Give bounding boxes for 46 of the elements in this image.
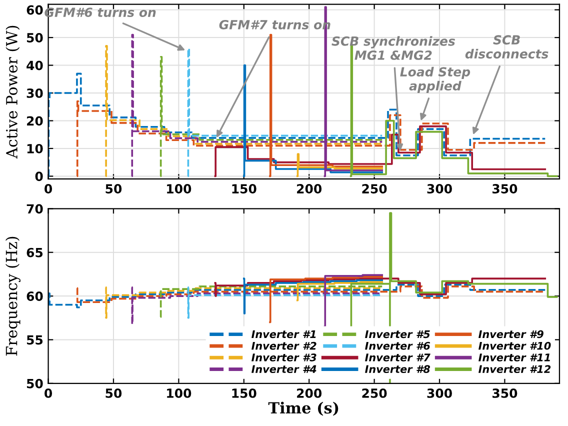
legend-label: Inverter #7: [365, 354, 430, 362]
legend-label: Inverter #8: [365, 365, 430, 374]
legend-label: Inverter #11: [478, 354, 550, 362]
y-tick-label: 60: [26, 292, 43, 301]
y-tick-label: 50: [26, 378, 43, 388]
legend-label: Inverter #2: [252, 342, 316, 350]
legend-label: Inverter #10: [478, 342, 551, 350]
legend-label: Inverter #9: [478, 330, 544, 338]
legend-label: Inverter #1: [252, 330, 316, 338]
x-tick-label: 300: [427, 184, 452, 194]
x-axis-title: Time (s): [268, 402, 338, 416]
x-tick-label: 200: [297, 388, 322, 398]
annotation: Load Step applied: [400, 66, 470, 93]
annotation: SCB synchronizes MG1 &MG2: [332, 36, 455, 60]
x-tick-label: 0: [44, 388, 52, 398]
y-tick-label: 30: [26, 88, 43, 98]
x-tick-label: 200: [297, 184, 322, 194]
legend-label: Inverter #4: [252, 365, 316, 374]
legend-label: Inverter #6: [365, 342, 430, 350]
y-tick-label: 55: [26, 335, 43, 345]
legend-label: Inverter #12: [478, 365, 551, 374]
legend-label: Inverter #3: [252, 354, 316, 362]
y-tick-label: 50: [26, 33, 43, 42]
annotation: SCB disconnects: [465, 35, 548, 59]
x-tick-label: 100: [167, 388, 192, 398]
y-tick-label: 65: [26, 248, 43, 258]
x-tick-label: 100: [167, 184, 192, 194]
legend-label: Inverter #5: [365, 330, 430, 338]
y-tick-label: 20: [27, 116, 43, 126]
x-tick-label: 150: [232, 388, 256, 398]
x-tick-label: 0: [44, 184, 52, 194]
x-tick-label: 250: [362, 184, 387, 194]
x-tick-label: 150: [232, 184, 256, 194]
y-tick-label: 40: [26, 60, 43, 70]
y-tick-label: 10: [27, 144, 43, 154]
x-tick-label: 350: [492, 184, 518, 194]
x-tick-label: 50: [106, 184, 122, 194]
y-tick-label: 60: [26, 5, 43, 15]
y-tick-label: 70: [26, 204, 43, 214]
x-tick-label: 50: [106, 388, 122, 398]
y-axis-title: Active Power (W): [6, 26, 20, 159]
x-tick-label: 250: [362, 388, 387, 398]
y-axis-title: Frequency (Hz): [5, 236, 20, 356]
y-tick-label: 0: [35, 172, 43, 182]
x-tick-label: 300: [427, 388, 452, 398]
x-tick-label: 350: [492, 388, 518, 398]
